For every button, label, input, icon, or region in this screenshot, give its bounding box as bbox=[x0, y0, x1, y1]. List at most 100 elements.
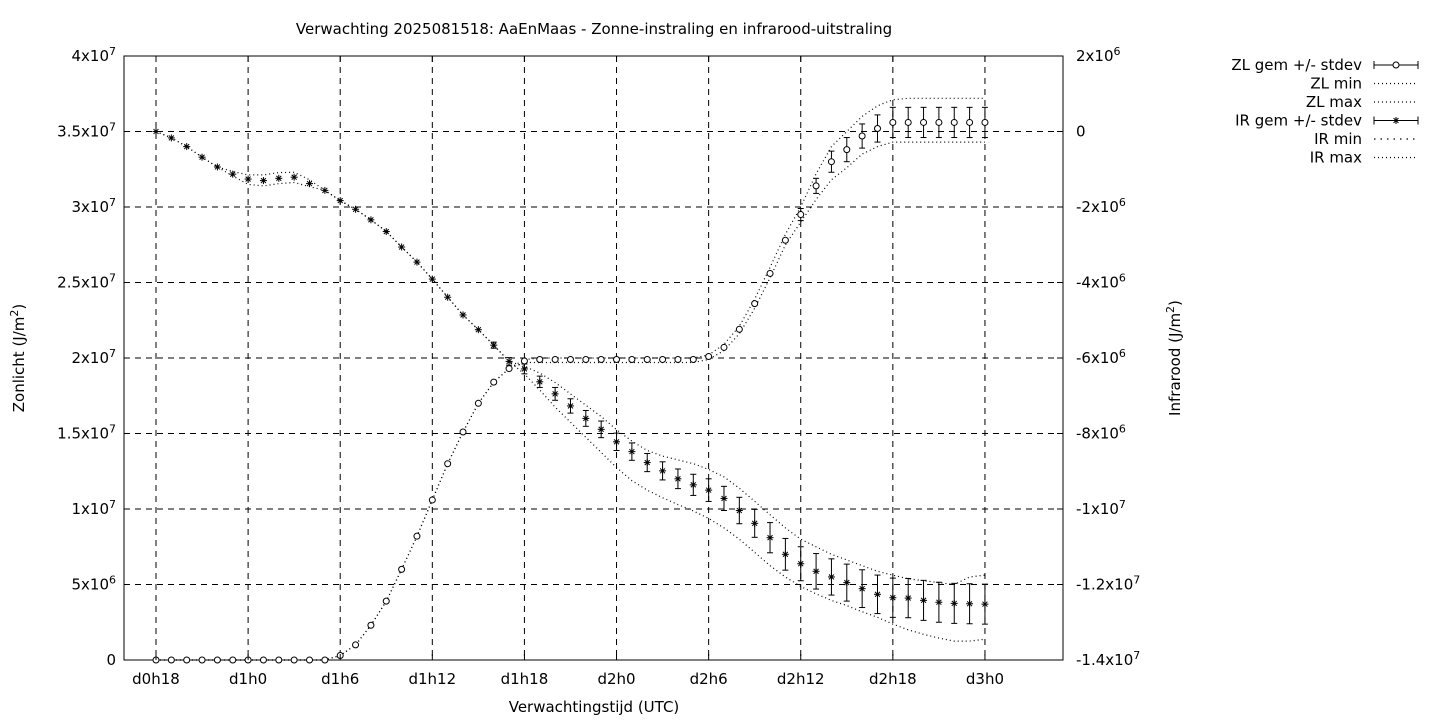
zl-point bbox=[935, 118, 943, 126]
zl-point bbox=[889, 118, 897, 126]
zl-point bbox=[920, 118, 928, 126]
zl-point bbox=[352, 641, 360, 649]
y2-tick-label-base: 0 bbox=[1076, 123, 1086, 141]
zl-point bbox=[229, 656, 237, 664]
zl-point bbox=[812, 182, 820, 190]
ir-point bbox=[306, 180, 314, 188]
y2-tick-label: 0 bbox=[1076, 123, 1086, 141]
ir-point bbox=[843, 579, 851, 587]
x-tick-label: d2h12 bbox=[777, 670, 825, 688]
zl-point bbox=[904, 118, 912, 126]
legend-label: IR min bbox=[1314, 130, 1362, 148]
zl-point bbox=[613, 356, 621, 364]
zl-point bbox=[735, 325, 743, 333]
y-tick-label: 1x107 bbox=[71, 498, 116, 518]
y-tick-label: 1.5x107 bbox=[57, 423, 116, 443]
y-tick-label-base: 5x10 bbox=[71, 576, 109, 594]
y2-tick-label: -6x106 bbox=[1076, 347, 1126, 367]
y-tick-label-exponent: 7 bbox=[109, 45, 116, 58]
ir-point bbox=[444, 293, 452, 301]
y-tick-label-exponent: 6 bbox=[109, 574, 116, 587]
zl-point bbox=[321, 656, 329, 664]
ir-point bbox=[474, 326, 482, 334]
y-tick-label-exponent: 7 bbox=[109, 121, 116, 134]
zl-point bbox=[551, 356, 559, 364]
y2-tick-label-exponent: 7 bbox=[1133, 574, 1140, 587]
ir-point bbox=[398, 243, 406, 251]
ir-point bbox=[290, 173, 298, 181]
ir-point bbox=[213, 163, 221, 171]
ir-point bbox=[812, 567, 820, 575]
zl-point bbox=[597, 356, 605, 364]
ir-point bbox=[720, 494, 728, 502]
legend-label: ZL gem +/- stdev bbox=[1231, 56, 1362, 74]
y2-tick-label-base: -1.4x10 bbox=[1076, 651, 1133, 669]
ir-point bbox=[904, 594, 912, 602]
x-tick-label: d2h0 bbox=[597, 670, 635, 688]
legend-label: ZL max bbox=[1306, 93, 1362, 111]
ir-point bbox=[735, 507, 743, 515]
zl-point bbox=[398, 565, 406, 573]
ir-min-line bbox=[155, 130, 985, 642]
ir-point bbox=[167, 134, 175, 142]
x-tick-label: d1h6 bbox=[321, 670, 359, 688]
ir-point bbox=[643, 459, 651, 467]
zl-point bbox=[306, 656, 314, 664]
axis-layer: d0h18 d1h0 d1h6 d1h12 d1h18 d2h0 d2h6 d2h12 d2h1… bbox=[57, 45, 1140, 688]
ir-point bbox=[674, 475, 682, 483]
y-axis-label: Zonlicht (J/m2) bbox=[8, 304, 28, 413]
zl-point bbox=[536, 356, 544, 364]
y2-tick-label-exponent: 6 bbox=[1119, 423, 1126, 436]
zl-point bbox=[290, 656, 298, 664]
y-tick-label: 4x107 bbox=[71, 45, 116, 65]
zl-point bbox=[843, 146, 851, 154]
ir-point bbox=[827, 573, 835, 581]
ir-point bbox=[336, 197, 344, 205]
ir-point bbox=[689, 481, 697, 489]
zl-point bbox=[628, 356, 636, 364]
ir-point bbox=[659, 467, 667, 475]
zl-point bbox=[689, 356, 697, 364]
zl-point bbox=[213, 656, 221, 664]
zl-point bbox=[674, 356, 682, 364]
ir-point bbox=[459, 311, 467, 319]
ir-point bbox=[966, 600, 974, 608]
y-tick-label-base: 1x10 bbox=[71, 500, 109, 518]
y-tick-label: 0 bbox=[106, 651, 116, 669]
x-tick-label: d3h0 bbox=[966, 670, 1004, 688]
x-tick-label: d1h0 bbox=[229, 670, 267, 688]
x-tick-label: d1h18 bbox=[501, 670, 549, 688]
ir-point bbox=[321, 186, 329, 194]
y2-tick-label-base: -6x10 bbox=[1076, 349, 1119, 367]
y2-tick-label-base: -2x10 bbox=[1076, 198, 1119, 216]
zl-point bbox=[444, 460, 452, 468]
y-tick-label-exponent: 7 bbox=[109, 423, 116, 436]
ir-point bbox=[275, 174, 283, 182]
y-tick-label-base: 0 bbox=[106, 651, 116, 669]
zl-point bbox=[367, 621, 375, 629]
ir-point bbox=[751, 519, 759, 527]
ir-point bbox=[858, 585, 866, 593]
y-tick-label: 5x106 bbox=[71, 574, 116, 594]
ir-point bbox=[935, 598, 943, 606]
zl-point bbox=[582, 356, 590, 364]
ir-point bbox=[536, 378, 544, 386]
x-tick-label: d1h12 bbox=[408, 670, 456, 688]
y2-tick-label-base: 2x10 bbox=[1076, 47, 1114, 65]
zl-point bbox=[490, 378, 498, 386]
zl-point bbox=[781, 236, 789, 244]
y-tick-label-base: 3x10 bbox=[71, 198, 109, 216]
chart-title: Verwachting 2025081518: AaEnMaas - Zonne… bbox=[296, 20, 892, 38]
y-tick-label-exponent: 7 bbox=[109, 347, 116, 360]
y2-tick-label-exponent: 7 bbox=[1119, 498, 1126, 511]
ir-point bbox=[705, 486, 713, 494]
zl-point bbox=[413, 532, 421, 540]
ir-point bbox=[981, 600, 989, 608]
ir-point bbox=[873, 590, 881, 598]
y-tick-label-exponent: 7 bbox=[109, 196, 116, 209]
zl-point bbox=[183, 656, 191, 664]
y2-tick-label-base: -8x10 bbox=[1076, 425, 1119, 443]
y-tick-label-base: 1.5x10 bbox=[57, 425, 109, 443]
zl-point bbox=[505, 365, 513, 373]
y2-tick-label: -4x106 bbox=[1076, 272, 1126, 292]
